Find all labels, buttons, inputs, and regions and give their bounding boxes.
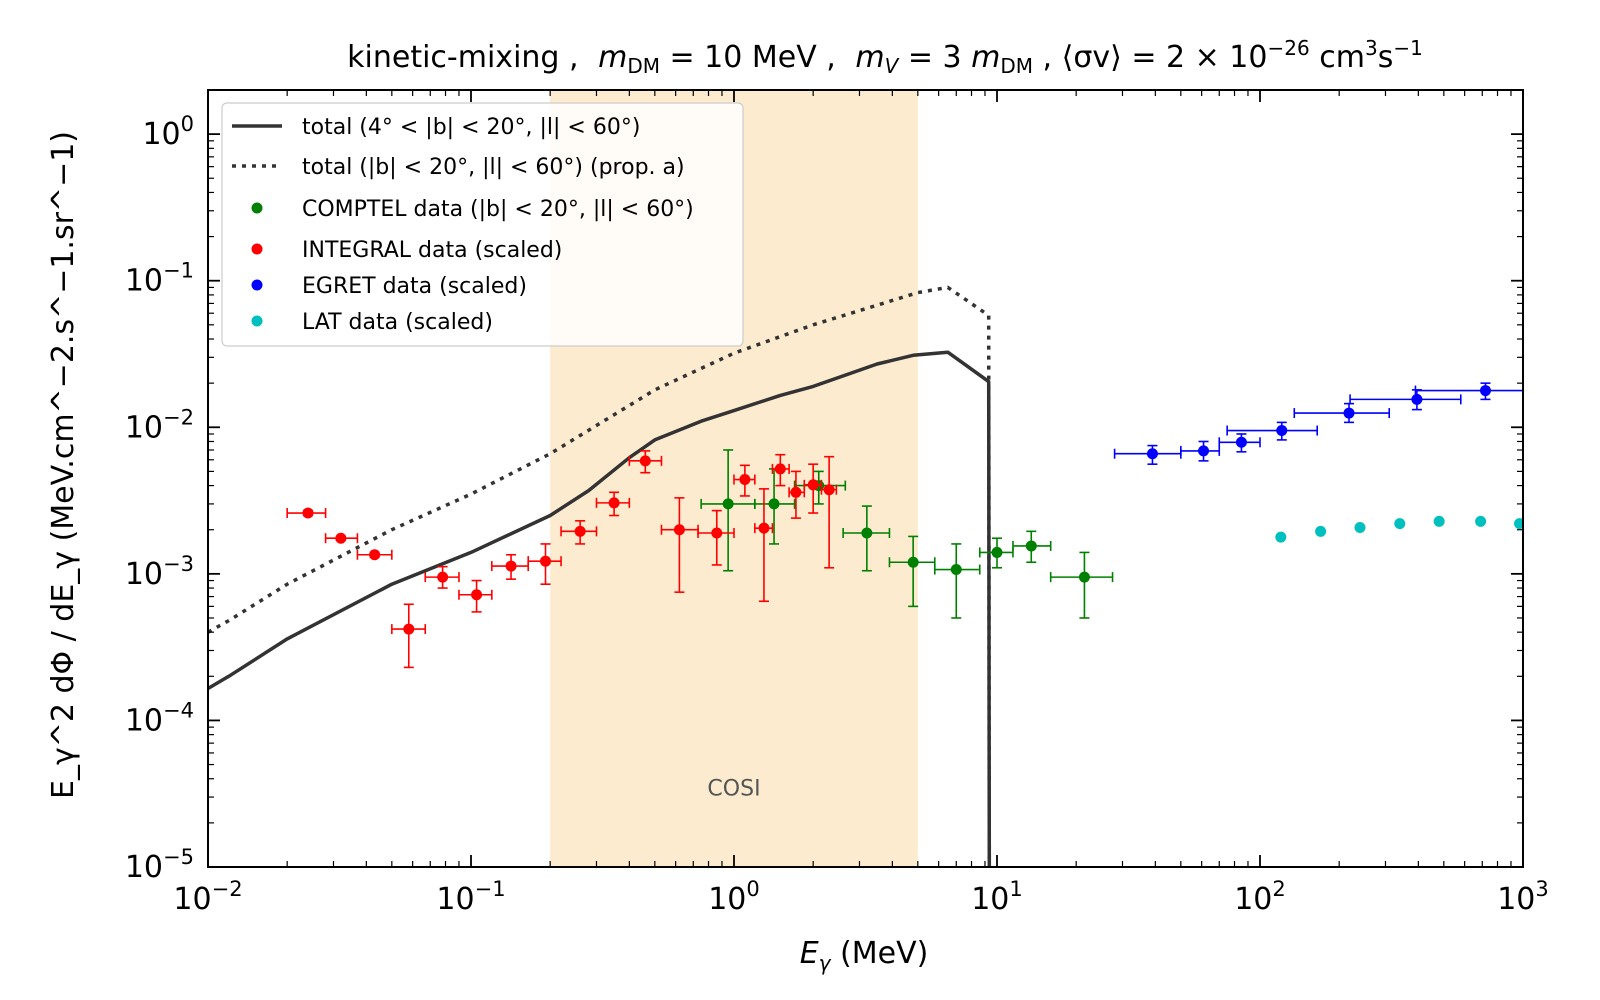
data-point bbox=[774, 463, 786, 475]
legend-box bbox=[221, 102, 744, 347]
chart-title: kinetic-mixing , mDM = 10 MeV , mV = 3 m… bbox=[347, 36, 1423, 78]
data-point bbox=[608, 497, 620, 509]
data-point bbox=[1315, 525, 1327, 537]
legend-entry-label: EGRET data (scaled) bbox=[302, 274, 527, 299]
data-point bbox=[437, 571, 449, 583]
plot-frame bbox=[207, 89, 1524, 868]
data-point bbox=[1514, 518, 1523, 530]
legend-entry-label: COMPTEL data (|b| < 20°, |l| < 60°) bbox=[302, 197, 694, 222]
series-3 bbox=[1275, 515, 1523, 543]
data-point bbox=[335, 532, 347, 544]
data-point bbox=[1354, 522, 1366, 534]
x-tick-label: 103 bbox=[1497, 877, 1549, 917]
data-point bbox=[1025, 540, 1037, 552]
data-point bbox=[302, 507, 314, 519]
data-point bbox=[505, 560, 517, 572]
data-point bbox=[1479, 385, 1491, 397]
x-tick-label: 10−1 bbox=[436, 877, 505, 917]
series-2 bbox=[1113, 382, 1523, 465]
y-tick-label: 10−2 bbox=[125, 405, 194, 445]
data-point bbox=[1411, 393, 1423, 405]
data-point bbox=[403, 623, 415, 635]
data-point bbox=[711, 527, 723, 539]
legend-marker-swatch bbox=[251, 315, 263, 327]
data-point bbox=[1146, 448, 1158, 460]
y-tick-label: 10−4 bbox=[125, 698, 194, 738]
data-point bbox=[574, 525, 586, 537]
data-point bbox=[991, 546, 1003, 558]
data-point bbox=[739, 474, 751, 486]
legend: total (4° < |b| < 20°, |l| < 60°) total (… bbox=[221, 102, 744, 347]
x-tick-label: 100 bbox=[708, 877, 760, 917]
data-point bbox=[1394, 518, 1406, 530]
data-point bbox=[768, 498, 780, 510]
data-point bbox=[722, 498, 734, 510]
model-line-1 bbox=[208, 285, 992, 867]
series-0 bbox=[700, 449, 1114, 619]
data-point bbox=[1276, 425, 1288, 437]
data-point bbox=[861, 527, 873, 539]
data-point bbox=[673, 524, 685, 536]
data-point bbox=[471, 589, 483, 601]
x-tick-label: 102 bbox=[1234, 877, 1286, 917]
model-line-0 bbox=[208, 350, 992, 867]
legend-entry-label: total (|b| < 20°, |l| < 60°) (prop. a) bbox=[302, 155, 685, 180]
legend-entry-label: total (4° < |b| < 20°, |l| < 60°) bbox=[302, 115, 640, 140]
legend-marker-swatch bbox=[251, 202, 263, 214]
data-point bbox=[1078, 571, 1090, 583]
data-point bbox=[790, 486, 802, 498]
y-tick-label: 10−1 bbox=[125, 259, 194, 299]
data-point bbox=[907, 556, 919, 568]
data-point bbox=[823, 484, 835, 496]
data-point bbox=[758, 522, 770, 534]
data-point bbox=[369, 549, 381, 561]
data-point bbox=[639, 455, 651, 467]
plot-area bbox=[208, 285, 1523, 867]
data-point bbox=[1235, 436, 1247, 448]
legend-entry-label: INTEGRAL data (scaled) bbox=[302, 238, 562, 263]
y-tick-label: 100 bbox=[142, 112, 194, 152]
y-tick-label: 10−3 bbox=[125, 552, 194, 592]
legend-marker-swatch bbox=[251, 279, 263, 291]
cosi-band-label: COSI bbox=[707, 776, 760, 801]
data-point bbox=[1198, 445, 1210, 457]
axis-ticks bbox=[207, 89, 1524, 868]
data-point bbox=[950, 564, 962, 576]
y-tick-label: 10−5 bbox=[125, 845, 194, 885]
data-point bbox=[1343, 407, 1355, 419]
data-point bbox=[807, 479, 819, 491]
data-point bbox=[1275, 531, 1287, 543]
x-tick-label: 10−2 bbox=[173, 877, 242, 917]
legend-entry-label: LAT data (scaled) bbox=[302, 310, 493, 335]
y-axis-label: E_γ^2 dΦ / dE_γ (MeV.cm^−2.s^−1.sr^−1) bbox=[46, 131, 81, 799]
x-axis-label: Eγ (MeV) bbox=[800, 936, 929, 975]
x-tick-label: 101 bbox=[971, 877, 1023, 917]
legend-marker-swatch bbox=[251, 243, 263, 255]
data-point bbox=[1433, 515, 1445, 527]
data-point bbox=[540, 555, 552, 567]
data-point bbox=[1475, 515, 1487, 527]
series-1 bbox=[286, 450, 838, 669]
